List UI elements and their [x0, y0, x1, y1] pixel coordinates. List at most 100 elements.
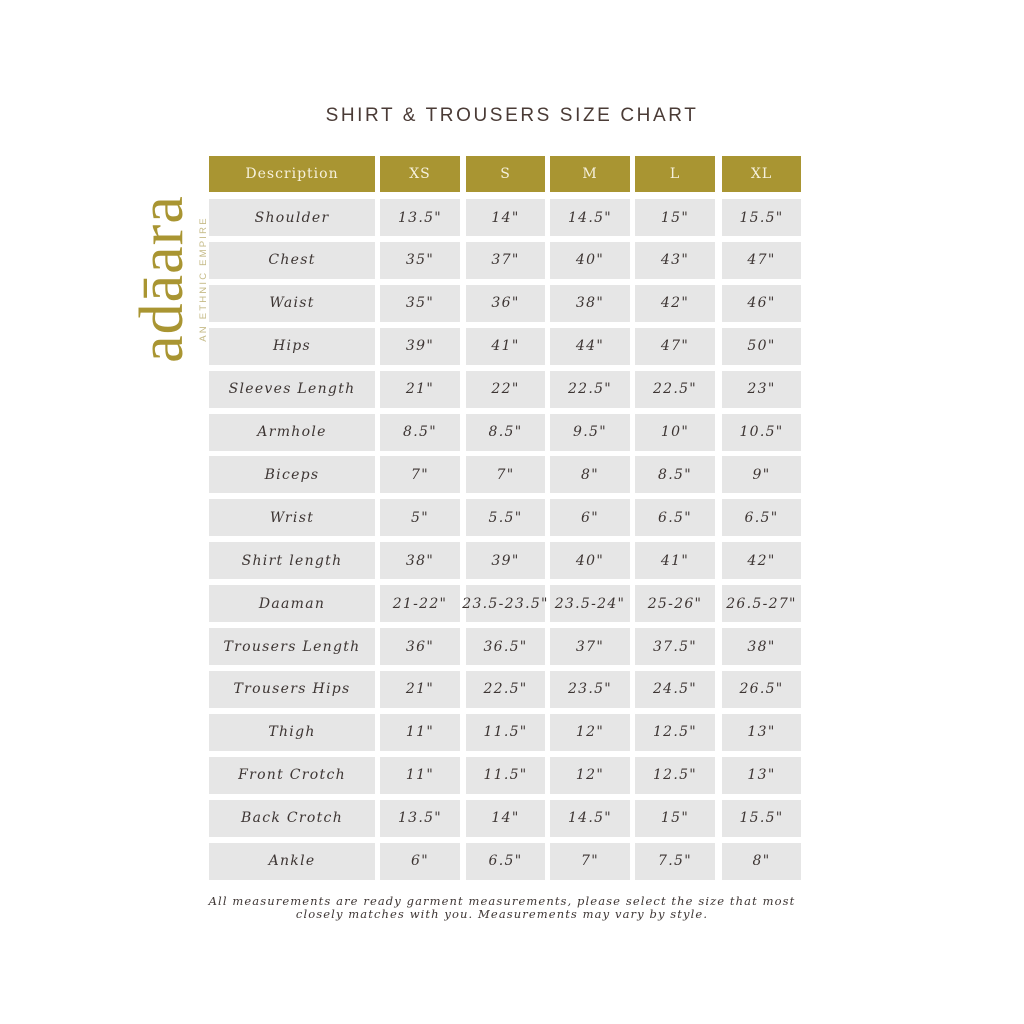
size-value-cell: 23.5-24": [550, 585, 630, 623]
size-value-cell: 5": [380, 499, 460, 537]
size-value-cell: 21": [380, 370, 460, 408]
size-value-cell: 46": [722, 284, 801, 322]
size-value-cell: 23.5-23.5": [462, 585, 547, 623]
size-value-cell: 8": [550, 456, 630, 494]
row-label: Thigh: [209, 713, 375, 751]
size-value-cell: 21": [380, 670, 460, 708]
size-value-cell: 23": [722, 370, 801, 408]
size-value-cell: 9": [722, 456, 801, 494]
size-value-cell: 6": [380, 842, 460, 880]
row-label: Trousers Length: [209, 628, 375, 665]
size-value-cell: 7.5": [635, 842, 715, 880]
size-value-cell: 37": [466, 241, 545, 279]
size-value-cell: 47": [635, 327, 715, 365]
size-value-cell: 23.5": [550, 670, 630, 708]
size-value-cell: 5.5": [466, 499, 545, 537]
size-value-cell: 35": [380, 241, 460, 279]
header-size-xl: XL: [722, 156, 801, 192]
size-value-cell: 6": [550, 499, 630, 537]
header-size-m: M: [550, 156, 630, 192]
size-value-cell: 15.5": [722, 799, 801, 837]
logo-wordmark: adāara: [128, 195, 196, 363]
row-label: Hips: [209, 327, 375, 365]
size-value-cell: 7": [466, 456, 545, 494]
size-value-cell: 22.5": [635, 370, 715, 408]
size-value-cell: 44": [550, 327, 630, 365]
size-value-cell: 7": [550, 842, 630, 880]
size-value-cell: 14": [466, 199, 545, 236]
size-value-cell: 36": [466, 284, 545, 322]
size-value-cell: 7": [380, 456, 460, 494]
row-label: Biceps: [209, 456, 375, 494]
size-value-cell: 24.5": [635, 670, 715, 708]
size-value-cell: 15": [635, 199, 715, 236]
measurement-note: All measurements are ready garment measu…: [208, 894, 796, 921]
size-value-cell: 35": [380, 284, 460, 322]
size-value-cell: 41": [635, 542, 715, 580]
size-value-cell: 15.5": [722, 199, 801, 236]
size-value-cell: 50": [722, 327, 801, 365]
size-value-cell: 26.5": [722, 670, 801, 708]
size-value-cell: 8.5": [635, 456, 715, 494]
size-value-cell: 38": [550, 284, 630, 322]
size-value-cell: 42": [722, 542, 801, 580]
size-value-cell: 22": [466, 370, 545, 408]
header-description: Description: [209, 156, 375, 192]
size-value-cell: 47": [722, 241, 801, 279]
row-label: Daaman: [209, 585, 375, 623]
size-value-cell: 38": [722, 628, 801, 665]
size-value-cell: 10": [635, 413, 715, 451]
size-value-cell: 11": [380, 756, 460, 794]
size-value-cell: 9.5": [550, 413, 630, 451]
size-value-cell: 37.5": [635, 628, 715, 665]
size-value-cell: 10.5": [722, 413, 801, 451]
brand-logo: adāara AN ETHNIC EMPIRE: [128, 195, 209, 363]
row-label: Wrist: [209, 499, 375, 537]
size-value-cell: 26.5-27": [722, 585, 801, 623]
size-value-cell: 11": [380, 713, 460, 751]
size-value-cell: 40": [550, 241, 630, 279]
size-value-cell: 12.5": [635, 756, 715, 794]
row-label: Shoulder: [209, 199, 375, 236]
size-value-cell: 13.5": [380, 199, 460, 236]
size-value-cell: 39": [466, 542, 545, 580]
size-value-cell: 6.5": [722, 499, 801, 537]
size-value-cell: 41": [466, 327, 545, 365]
row-label: Chest: [209, 241, 375, 279]
size-value-cell: 13.5": [380, 799, 460, 837]
size-value-cell: 36": [380, 628, 460, 665]
size-value-cell: 14": [466, 799, 545, 837]
row-label: Front Crotch: [209, 756, 375, 794]
size-value-cell: 6.5": [635, 499, 715, 537]
logo-tagline: AN ETHNIC EMPIRE: [198, 216, 209, 342]
size-value-cell: 11.5": [466, 756, 545, 794]
size-value-cell: 37": [550, 628, 630, 665]
header-size-xs: XS: [380, 156, 460, 192]
size-value-cell: 8.5": [466, 413, 545, 451]
size-value-cell: 12.5": [635, 713, 715, 751]
row-label: Back Crotch: [209, 799, 375, 837]
size-value-cell: 13": [722, 713, 801, 751]
size-value-cell: 8.5": [380, 413, 460, 451]
size-value-cell: 11.5": [466, 713, 545, 751]
size-value-cell: 38": [380, 542, 460, 580]
row-label: Armhole: [209, 413, 375, 451]
page-title: SHIRT & TROUSERS SIZE CHART: [325, 105, 699, 126]
size-value-cell: 12": [550, 756, 630, 794]
size-value-cell: 40": [550, 542, 630, 580]
size-value-cell: 6.5": [466, 842, 545, 880]
row-label: Sleeves Length: [209, 370, 375, 408]
size-value-cell: 43": [635, 241, 715, 279]
size-value-cell: 8": [722, 842, 801, 880]
size-value-cell: 25-26": [635, 585, 715, 623]
size-value-cell: 22.5": [466, 670, 545, 708]
size-value-cell: 14.5": [550, 799, 630, 837]
size-value-cell: 36.5": [466, 628, 545, 665]
size-value-cell: 12": [550, 713, 630, 751]
row-label: Shirt length: [209, 542, 375, 580]
size-value-cell: 13": [722, 756, 801, 794]
size-value-cell: 14.5": [550, 199, 630, 236]
size-value-cell: 22.5": [550, 370, 630, 408]
size-value-cell: 42": [635, 284, 715, 322]
header-size-l: L: [635, 156, 715, 192]
